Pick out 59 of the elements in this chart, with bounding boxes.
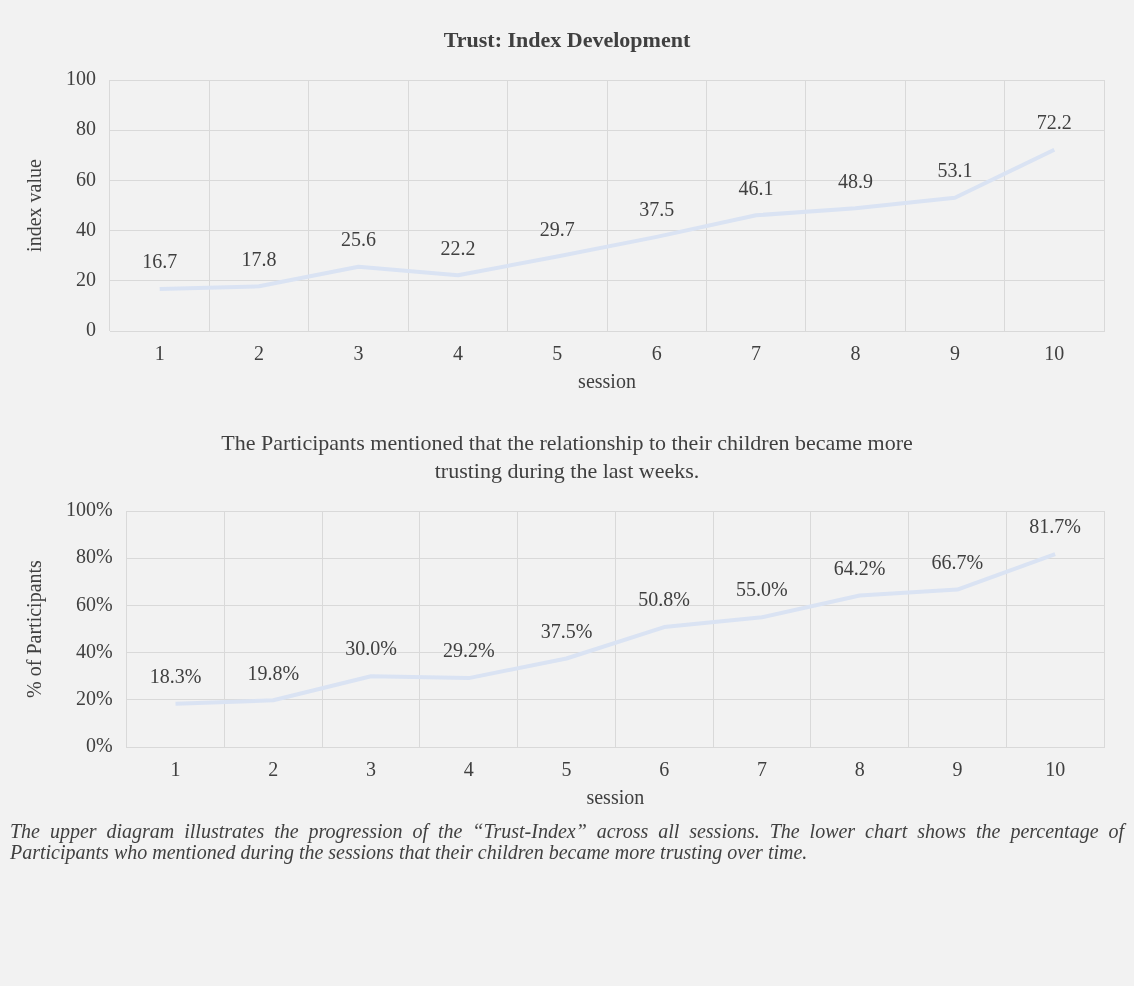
data-label: 50.8% xyxy=(638,588,691,611)
x-tick-label: 4 xyxy=(463,758,474,781)
x-tick-label: 8 xyxy=(854,758,865,781)
x-tick-label: 1 xyxy=(154,342,165,365)
data-label: 22.2 xyxy=(440,236,476,259)
y-tick-label: 40 xyxy=(76,217,96,240)
data-label: 48.9 xyxy=(838,169,873,192)
y-tick-label: 0% xyxy=(85,734,113,757)
data-label: 29.2% xyxy=(442,639,495,662)
data-label: 37.5% xyxy=(540,619,593,642)
data-label: 66.7% xyxy=(931,550,984,573)
data-label: 64.2% xyxy=(833,556,886,579)
y-tick-label: 20 xyxy=(76,268,96,291)
text: The upper diagram illustrates the progression of the “Trust-Index” across all sessions. The lower chart shows the percentage of Participants who mentioned during the sessions that their children became more trusting over time. xyxy=(9,820,1128,863)
x-tick-label: 6 xyxy=(651,342,662,365)
x-tick-label: 2 xyxy=(254,342,265,365)
x-tick-label: 5 xyxy=(561,758,572,781)
x-tick-label: 9 xyxy=(952,758,963,781)
data-label: 25.6 xyxy=(341,227,376,250)
x-tick-label: 10 xyxy=(1044,342,1065,365)
x-tick-label: 3 xyxy=(353,342,364,365)
x-axis-title: session xyxy=(578,370,636,393)
y-tick-label: 0 xyxy=(86,318,96,341)
x-tick-label: 4 xyxy=(452,342,463,365)
chart-title: The Participants mentioned that the relationship to their children became more trusting during the last weeks. xyxy=(220,429,914,485)
x-tick-label: 9 xyxy=(949,342,960,365)
data-label: 37.5 xyxy=(639,198,675,221)
y-tick-label: 80 xyxy=(76,117,96,140)
x-tick-label: 6 xyxy=(659,758,670,781)
x-tick-label: 3 xyxy=(366,758,376,781)
x-tick-label: 7 xyxy=(751,342,762,365)
data-label: 81.7% xyxy=(1029,515,1081,538)
data-label: 55.0% xyxy=(736,578,788,601)
data-label: 29.7 xyxy=(539,217,575,240)
y-axis-title: % of Participants xyxy=(23,559,47,698)
data-label: 18.3% xyxy=(149,665,202,688)
chart-title: Trust: Index Development xyxy=(442,26,692,54)
y-tick-label: 80% xyxy=(75,545,113,568)
data-label: 53.1 xyxy=(937,158,973,181)
data-label: 46.1 xyxy=(738,176,774,199)
x-tick-label: 7 xyxy=(756,758,767,781)
y-tick-label: 40% xyxy=(75,639,113,662)
data-label: 17.8 xyxy=(241,247,277,270)
x-tick-label: 8 xyxy=(850,342,861,365)
data-label: 19.8% xyxy=(247,661,300,684)
x-tick-label: 5 xyxy=(552,342,563,365)
y-tick-label: 20% xyxy=(75,687,113,710)
x-tick-label: 10 xyxy=(1045,758,1066,781)
x-axis-title: session xyxy=(586,786,645,809)
x-tick-label: 2 xyxy=(268,758,279,781)
y-tick-label: 60 xyxy=(76,167,96,190)
x-tick-label: 1 xyxy=(170,758,181,781)
y-tick-label: 100% xyxy=(65,498,113,521)
y-axis-title: index value xyxy=(23,159,46,252)
y-tick-label: 60% xyxy=(75,592,113,615)
data-label: 16.7 xyxy=(142,250,178,273)
data-label: 72.2 xyxy=(1036,111,1072,134)
data-label: 30.0% xyxy=(345,637,397,660)
y-tick-label: 100 xyxy=(66,67,96,90)
